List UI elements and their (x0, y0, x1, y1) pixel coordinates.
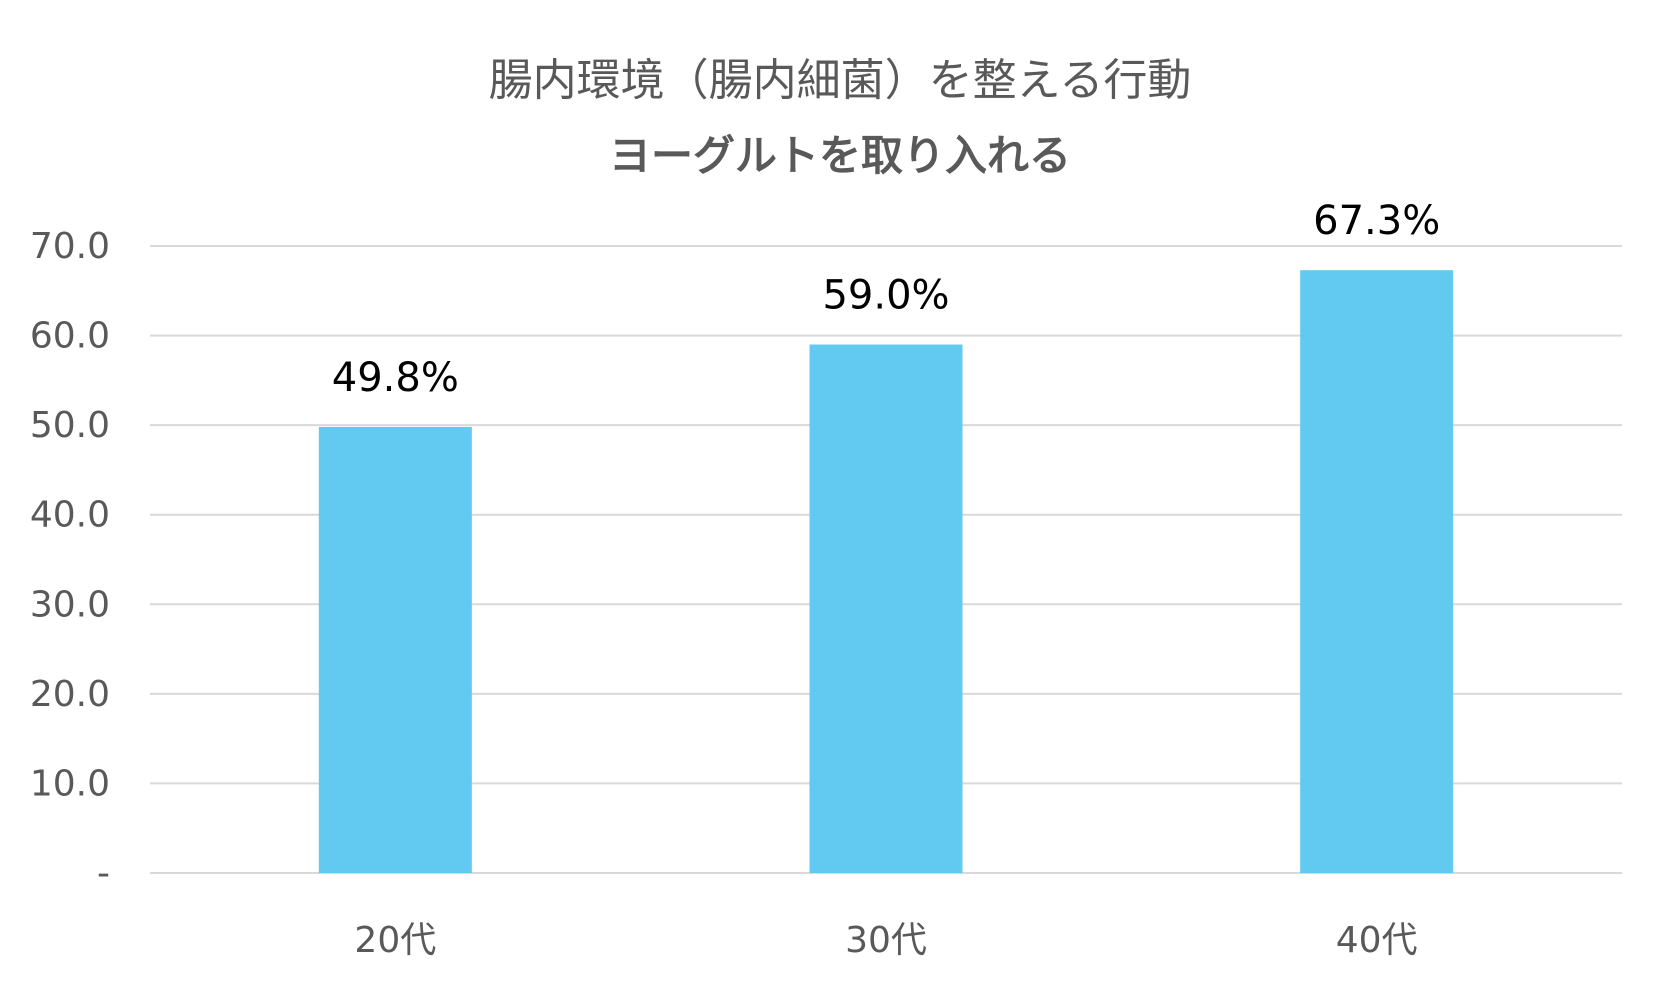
y-tick-label: 20.0 (30, 674, 110, 715)
category-label: 40代 (1336, 920, 1418, 961)
y-tick-label: 70.0 (30, 226, 110, 267)
data-label: 67.3% (1313, 198, 1440, 244)
y-tick-label: 30.0 (30, 584, 110, 625)
y-tick-label: 60.0 (30, 316, 110, 357)
y-tick-label: 50.0 (30, 405, 110, 446)
chart-title: 腸内環境（腸内細菌）を整える行動 (488, 55, 1192, 106)
bar (1300, 270, 1454, 873)
bar (809, 344, 963, 873)
category-label: 20代 (354, 920, 436, 961)
bar (318, 426, 472, 873)
data-label: 59.0% (822, 273, 949, 319)
y-tick-label: - (97, 853, 110, 894)
y-tick-label: 40.0 (30, 495, 110, 536)
data-label: 49.8% (332, 355, 459, 401)
y-tick-label: 10.0 (30, 763, 110, 804)
chart-subtitle: ヨーグルトを取り入れる (608, 131, 1071, 180)
category-label: 30代 (845, 920, 927, 961)
